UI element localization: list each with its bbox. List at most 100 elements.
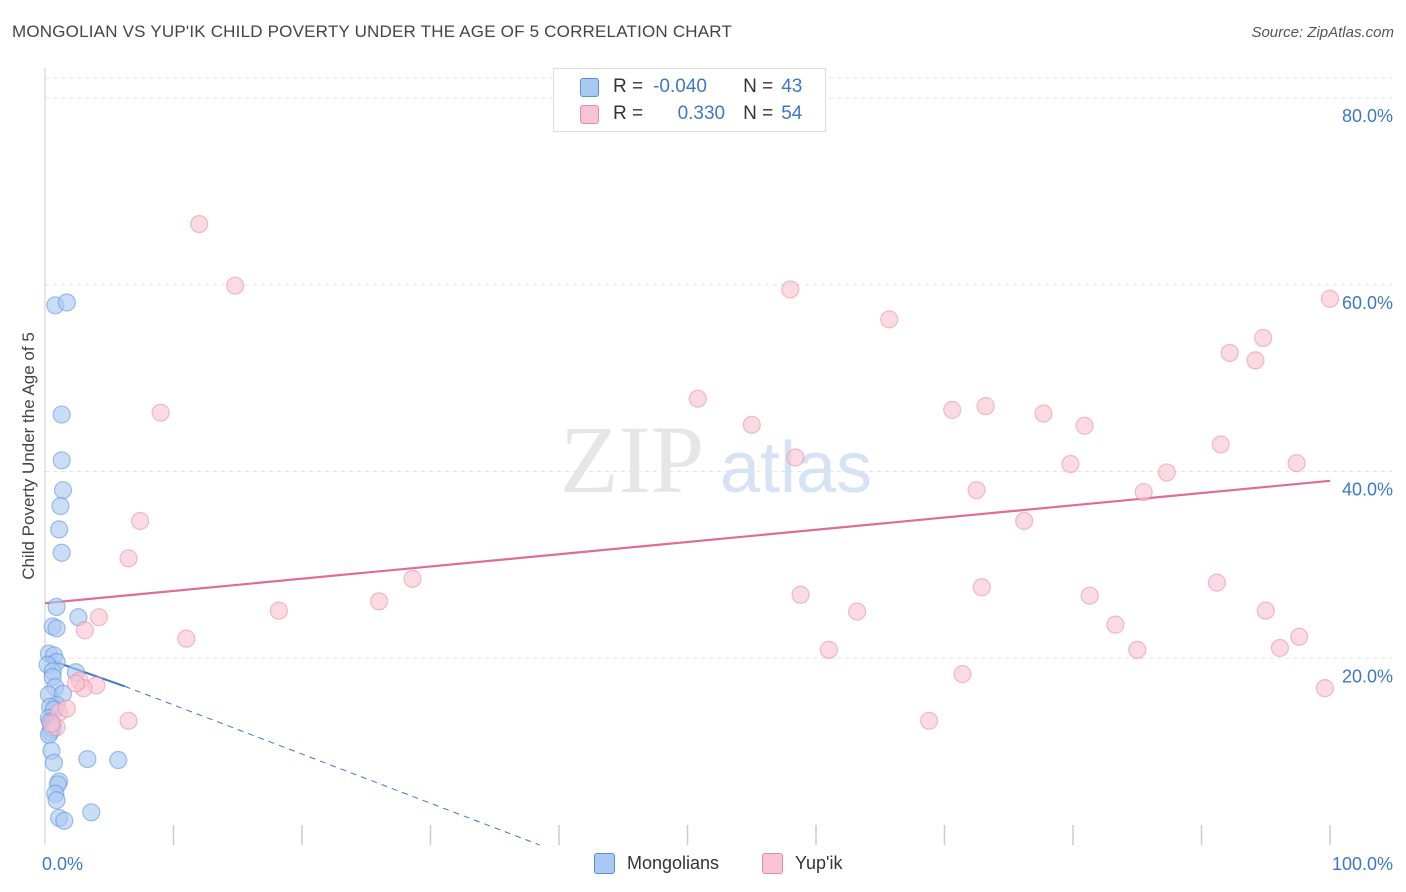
yupik-point [781, 280, 800, 299]
yupik-point [819, 640, 838, 659]
mongolians-trend-extension [124, 685, 540, 846]
mongolians-point [53, 481, 73, 500]
yupik-point [151, 403, 170, 422]
yupik-point [1080, 586, 1099, 605]
yupik-point [976, 397, 995, 416]
watermark-zip: ZIP [560, 406, 704, 513]
yupik-point [190, 214, 209, 234]
yupik-point [119, 549, 138, 568]
mongolians-point [51, 496, 70, 516]
yupik-point [1075, 416, 1094, 435]
yupik-point [1207, 573, 1227, 592]
n-value: 43 [781, 76, 803, 97]
yupik-point [1256, 601, 1275, 620]
yupik-point [1034, 404, 1053, 423]
yupik-point [269, 601, 288, 620]
r-value: -0.040 [653, 76, 707, 97]
chart-title: MONGOLIAN VS YUP'IK CHILD POVERTY UNDER … [12, 22, 733, 41]
yupik-point [967, 481, 986, 500]
y-tick-label: 80.0% [1342, 106, 1393, 126]
mongolians-point [50, 520, 69, 539]
yupik-point [57, 699, 76, 718]
yupik-legend-swatch [762, 853, 783, 874]
yupik-point [119, 711, 138, 730]
yupik-point [1061, 454, 1080, 474]
yupik-point [919, 711, 939, 730]
mongolians-point [47, 791, 66, 810]
mongolians-point [47, 597, 66, 616]
watermark-atlas: atlas [720, 428, 872, 508]
yupik-point [1270, 638, 1289, 658]
tick-labels: 20.0% 40.0% 60.0% 80.0% 0.0% 100.0% [42, 106, 1393, 874]
yupik-point [742, 415, 761, 434]
yupik-point [953, 665, 972, 684]
yupik-point [1246, 351, 1265, 370]
x-tick-label-min: 0.0% [42, 854, 83, 874]
legend-item-mongolians[interactable]: Mongolians [594, 853, 719, 874]
yupik-point [370, 592, 389, 611]
yupik-legend-label: Yup'ik [795, 853, 843, 873]
grid-lines [45, 77, 1392, 659]
yupik-point [1128, 640, 1147, 659]
yupik-point [403, 569, 422, 588]
mongolians-legend-label: Mongolians [627, 853, 720, 873]
r-label: R = [613, 76, 644, 97]
series-legend: Mongolians Yup'ik [0, 851, 1406, 879]
mongolians-point [78, 749, 97, 769]
yupik-point [1320, 289, 1340, 308]
yupik-point [1157, 463, 1176, 482]
yupik-point [1315, 679, 1334, 698]
mongolians-point [52, 543, 71, 562]
n-label: N = [743, 103, 774, 124]
mongolians-point [109, 750, 128, 770]
legend-row-mongolians: R = -0.040 N = 43 [554, 74, 802, 100]
yupik-point [880, 310, 899, 329]
yupik-point [66, 674, 85, 693]
mongolians-point [52, 405, 71, 424]
yupik-point [177, 629, 196, 648]
yupik-point [130, 511, 150, 531]
yupik-point [848, 602, 867, 621]
mongolians-point [52, 451, 71, 470]
yupik-point [1211, 435, 1230, 454]
yupik-point [1290, 627, 1309, 646]
source-label: Source: ZipAtlas.com [1251, 24, 1394, 41]
n-value: 54 [781, 103, 803, 124]
yupik-point [75, 621, 94, 640]
yupik-point [943, 400, 962, 419]
yupik-point [791, 585, 810, 604]
yupik-trend-line [44, 479, 1331, 605]
yupik-point [786, 448, 805, 467]
yupik-point [688, 389, 707, 408]
r-value: 0.330 [677, 103, 726, 124]
mongolians-swatch [580, 77, 599, 97]
y-tick-label: 20.0% [1342, 666, 1393, 686]
n-label: N = [743, 76, 774, 97]
yupik-swatch [580, 104, 599, 124]
legend-item-yupik[interactable]: Yup'ik [762, 853, 842, 874]
yupik-point [972, 578, 991, 597]
mongolians-point [82, 803, 101, 822]
yupik-point [42, 714, 61, 733]
y-axis-title: Child Poverty Under the Age of 5 [19, 332, 38, 580]
yupik-point [1015, 511, 1034, 531]
y-tick-label: 40.0% [1342, 480, 1393, 500]
correlation-legend: R = -0.040 N = 43 R = 0.330 N = 54 [553, 68, 826, 132]
data-points [38, 214, 1340, 830]
x-tick-label-max: 100.0% [1332, 854, 1393, 874]
yupik-point [1287, 453, 1306, 473]
yupik-point [89, 608, 109, 627]
r-label: R = [613, 103, 644, 124]
yupik-point [1134, 482, 1153, 502]
mongolians-point [57, 293, 76, 312]
yupik-point [226, 276, 245, 295]
mongolians-point [44, 753, 64, 772]
y-tick-label: 60.0% [1342, 293, 1393, 313]
legend-row-yupik: R = 0.330 N = 54 [554, 101, 802, 127]
trend-lines [44, 479, 1331, 846]
mongolians-point [47, 619, 66, 638]
yupik-point [1106, 615, 1125, 634]
mongolians-legend-swatch [594, 853, 615, 874]
mongolians-point [55, 811, 74, 830]
